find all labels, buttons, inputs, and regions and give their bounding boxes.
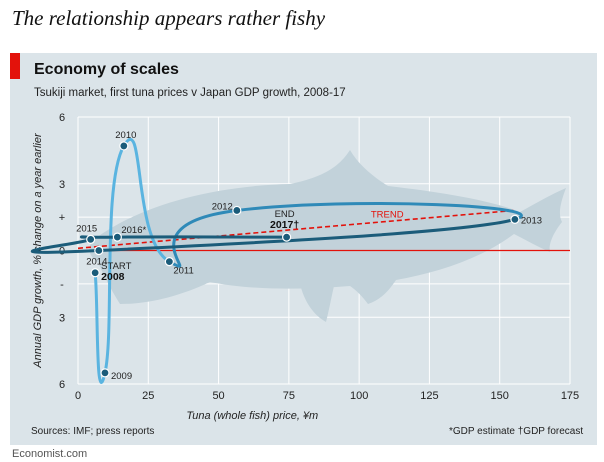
trend-line — [77, 209, 514, 250]
data-point — [232, 205, 242, 216]
series-segment — [235, 202, 523, 221]
brand-footer: Economist.com — [12, 448, 88, 460]
trend-label: TREND — [371, 209, 404, 220]
point-label: 2015 — [76, 223, 97, 234]
series-segment — [103, 144, 126, 375]
red-tag — [10, 53, 20, 79]
x-tick-label: 150 — [491, 390, 509, 402]
x-tick-label: 25 — [142, 390, 154, 402]
y-tick-label: 3 — [59, 179, 65, 191]
point-sublabel: 2017† — [270, 219, 299, 231]
data-point — [112, 232, 122, 242]
point-label: 2009 — [111, 371, 132, 382]
point-label: 2010 — [115, 130, 136, 141]
y-tick-label: 6 — [59, 379, 65, 391]
series-segment — [97, 217, 517, 252]
data-point — [100, 368, 110, 378]
footnote: *GDP estimate †GDP forecast — [449, 426, 584, 437]
series-segment — [167, 208, 239, 268]
x-tick-label: 50 — [212, 390, 224, 402]
x-tick-label: 0 — [75, 390, 81, 402]
y-tick-label: 6 — [59, 112, 65, 124]
series-segment — [93, 271, 107, 384]
y-tick-label: + — [59, 212, 65, 224]
data-point — [94, 245, 104, 256]
point-label: 2013 — [521, 215, 542, 226]
x-axis-label: Tuna (whole fish) price, ¥m — [186, 410, 318, 422]
series-segment — [30, 237, 101, 254]
data-point — [282, 232, 292, 242]
data-point — [510, 214, 520, 224]
x-tick-label: 175 — [561, 390, 579, 402]
chart-title: Economy of scales — [34, 61, 179, 78]
point-label: 2012 — [212, 201, 233, 212]
x-tick-label: 75 — [283, 390, 295, 402]
chart-subtitle: Tsukiji market, first tuna prices v Japa… — [34, 87, 346, 99]
tuna-fin — [300, 284, 334, 322]
point-label: END — [275, 209, 295, 220]
point-label: START — [101, 261, 131, 272]
x-tick-label: 100 — [350, 390, 368, 402]
data-point — [90, 268, 100, 278]
sources-note: Sources: IMF; press reports — [31, 426, 155, 437]
headline: The relationship appears rather fishy — [12, 6, 326, 30]
series-segment — [122, 137, 171, 264]
x-tick-label: 125 — [420, 390, 438, 402]
point-label: 2016* — [121, 225, 146, 236]
point-label: 2014 — [86, 257, 107, 268]
data-point — [86, 234, 96, 244]
point-label: 2011 — [173, 266, 193, 277]
y-tick-label: 3 — [59, 312, 65, 324]
y-tick-label: - — [60, 279, 64, 291]
point-sublabel: 2008 — [101, 271, 125, 283]
data-point — [119, 141, 129, 151]
data-point — [164, 257, 174, 267]
